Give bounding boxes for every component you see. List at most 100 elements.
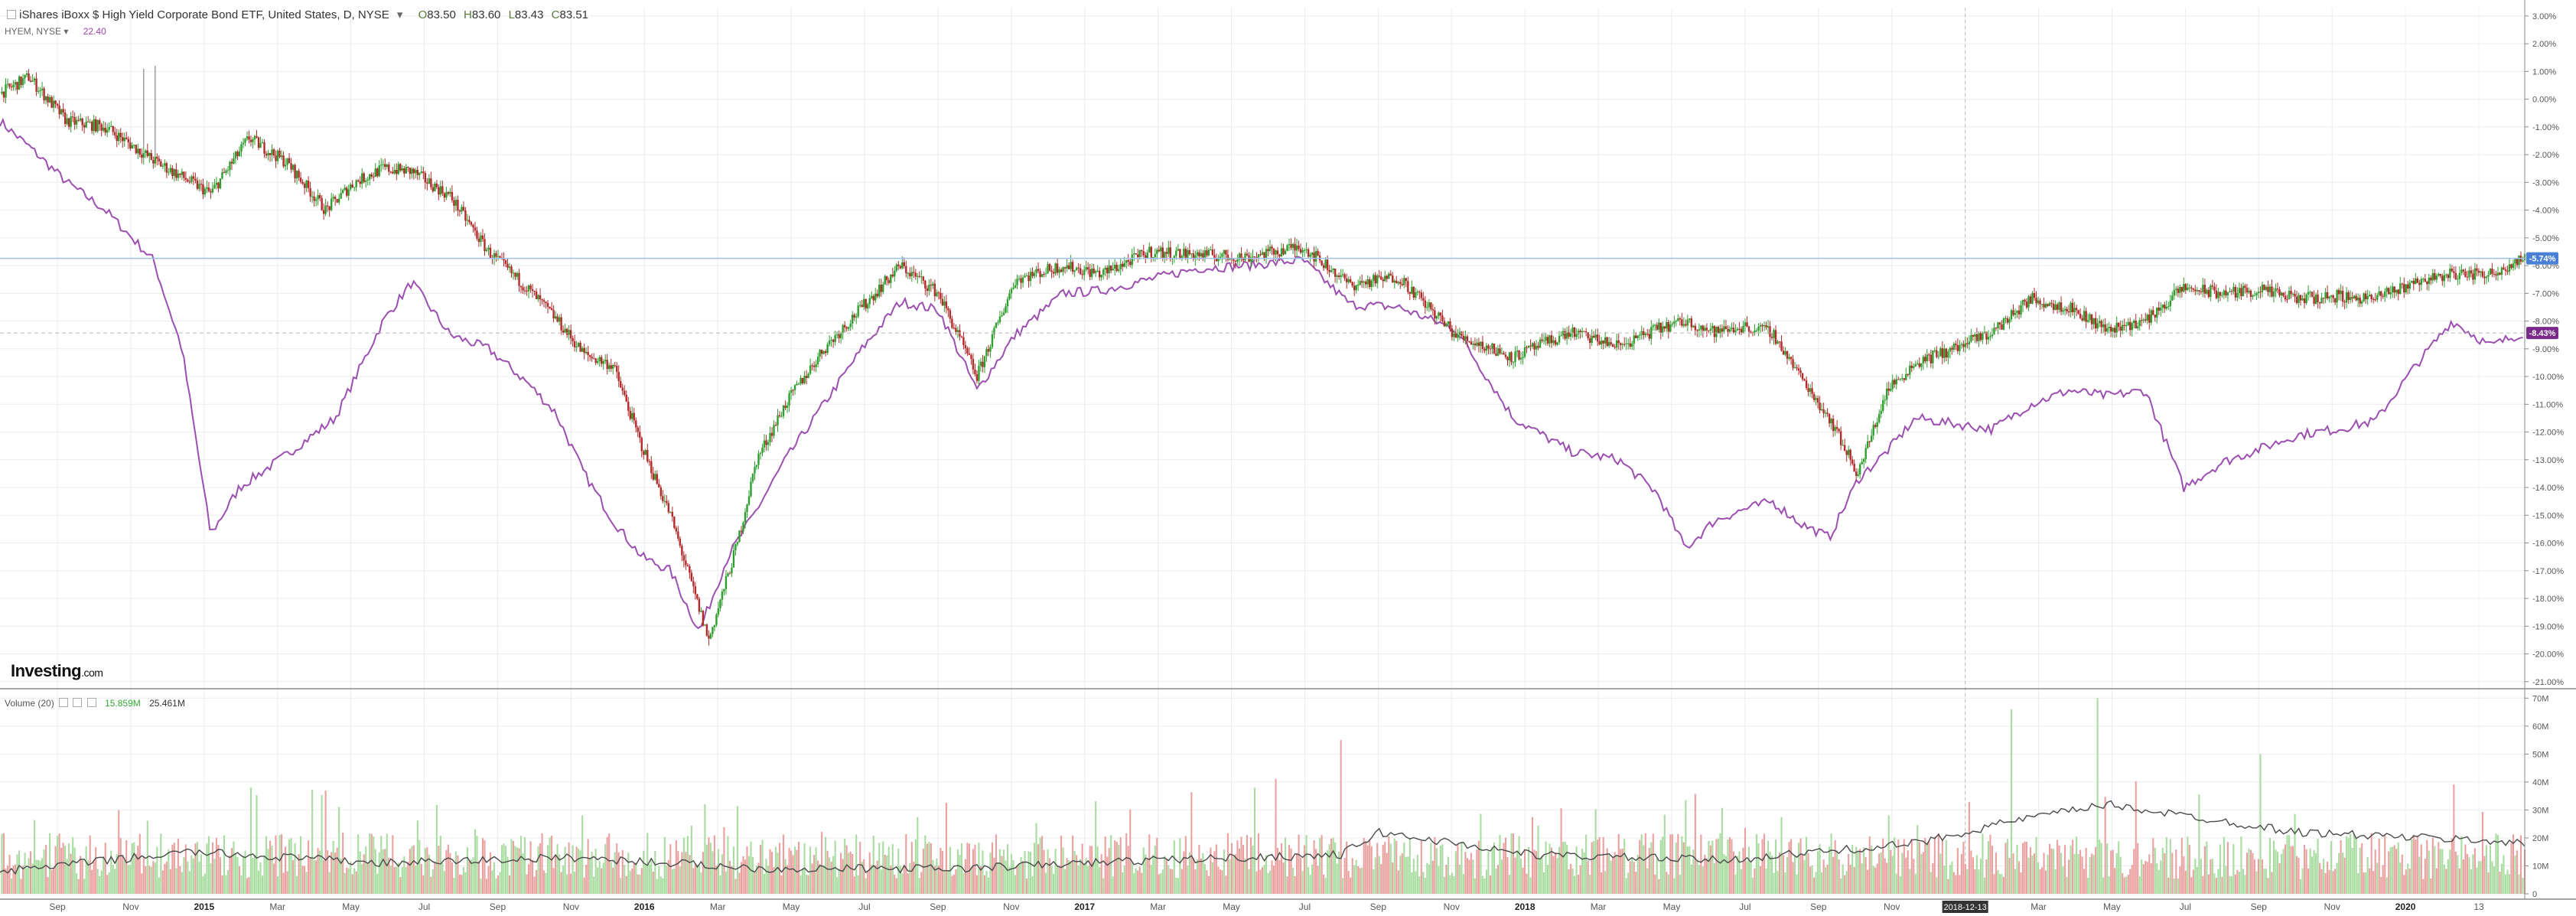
candle-body — [1880, 410, 1882, 414]
candle-body — [1430, 302, 1432, 310]
candle-body — [937, 292, 940, 294]
volume-bar — [328, 872, 331, 894]
volume-bar — [263, 855, 265, 894]
chevron-down-icon[interactable]: ▾ — [64, 26, 69, 37]
volume-bar — [1313, 840, 1315, 894]
volume-bar — [2133, 849, 2135, 894]
volume-bar — [1744, 827, 1747, 894]
volume-bar — [2037, 862, 2040, 894]
settings-icon[interactable] — [73, 698, 83, 707]
volume-bar — [2198, 794, 2200, 894]
volume-bar — [464, 872, 467, 894]
candle-body — [1974, 334, 1976, 337]
volume-bar — [2248, 848, 2250, 894]
volume-bar — [1506, 857, 1509, 894]
candle-body — [1979, 333, 1982, 341]
candle-body — [1282, 248, 1285, 255]
volume-legend[interactable]: Volume (20) 15.859M 25.461M — [5, 698, 185, 709]
volume-bar — [1807, 852, 1809, 894]
candle-body — [344, 187, 346, 191]
low-value: 83.43 — [514, 8, 544, 21]
volume-bar — [439, 836, 441, 894]
candle-body — [1584, 331, 1588, 333]
volume-bar — [1633, 862, 1635, 894]
candle-body — [2408, 282, 2411, 289]
volume-bar — [1347, 871, 1350, 894]
candle-body — [562, 330, 565, 333]
volume-bar — [1049, 858, 1051, 894]
volume-bar — [2271, 872, 2273, 894]
candle-body — [1454, 332, 1457, 338]
volume-bar — [2389, 847, 2392, 894]
volume-bar — [164, 863, 166, 894]
volume-bar — [2138, 876, 2141, 894]
volume-bar — [1819, 844, 1821, 894]
volume-bar — [361, 864, 363, 894]
candle-body — [1744, 322, 1747, 326]
candle-body — [1071, 262, 1074, 272]
candle-body — [67, 118, 70, 127]
candle-body — [1160, 247, 1162, 252]
volume-bar — [940, 847, 942, 894]
volume-bar — [12, 865, 15, 894]
eye-icon[interactable] — [59, 698, 69, 707]
volume-bar — [1395, 840, 1398, 894]
candle-body — [412, 168, 415, 174]
candle-body — [392, 171, 394, 174]
volume-bar — [2054, 869, 2057, 894]
volume-bar — [1207, 875, 1210, 894]
volume-bar — [763, 874, 766, 894]
candle-body — [145, 150, 147, 153]
volume-bar — [2415, 839, 2417, 894]
volume-bar — [1408, 837, 1411, 894]
volume-bar — [2464, 844, 2467, 894]
compare-legend[interactable]: HYEM, NYSE ▾ 22.40 — [5, 26, 106, 37]
volume-bar — [1537, 825, 1539, 894]
volume-bar — [2395, 849, 2398, 894]
candle-body — [1959, 344, 1961, 351]
candle-body — [2043, 304, 2045, 308]
volume-bar — [671, 869, 673, 894]
volume-bar — [719, 875, 721, 894]
candle-body — [1286, 245, 1288, 251]
candle-body — [1500, 353, 1503, 354]
close-label: C — [551, 8, 560, 21]
candle-body — [1380, 276, 1382, 280]
collapse-icon[interactable] — [7, 10, 16, 19]
volume-plot[interactable] — [0, 698, 2526, 894]
volume-bar — [34, 820, 36, 894]
candle-body — [801, 377, 804, 383]
candle-body — [2175, 288, 2177, 290]
volume-bar — [910, 842, 913, 894]
volume-bar — [2361, 843, 2363, 894]
candle-body — [1554, 340, 1557, 345]
volume-bar — [1887, 815, 1890, 894]
price-plot[interactable] — [0, 66, 2526, 646]
volume-bar — [1832, 856, 1835, 894]
close-icon[interactable] — [86, 698, 96, 707]
candle-body — [2388, 288, 2390, 295]
candle-body — [1093, 268, 1095, 273]
volume-bar — [1834, 839, 1836, 894]
main-legend[interactable]: iShares iBoxx $ High Yield Corporate Bon… — [5, 8, 588, 21]
volume-bar — [997, 862, 999, 894]
volume-bar — [652, 871, 654, 894]
candle-body — [2298, 295, 2300, 303]
candle-body — [962, 337, 965, 346]
candle-body — [1487, 345, 1490, 349]
candle-body — [1086, 267, 1089, 270]
candle-body — [738, 530, 741, 543]
candle-body — [2399, 283, 2402, 295]
candle-body — [2092, 318, 2095, 324]
volume-bar — [1334, 842, 1337, 894]
volume-bar — [1709, 845, 1711, 894]
volume-bar — [1939, 853, 1942, 894]
candle-body — [2345, 292, 2348, 303]
candle-body — [10, 86, 13, 88]
candle-body — [654, 474, 656, 480]
candle-body — [1127, 259, 1129, 262]
chevron-down-icon[interactable]: ▾ — [396, 8, 403, 21]
candle-body — [2489, 269, 2492, 275]
volume-bar — [1001, 856, 1003, 894]
